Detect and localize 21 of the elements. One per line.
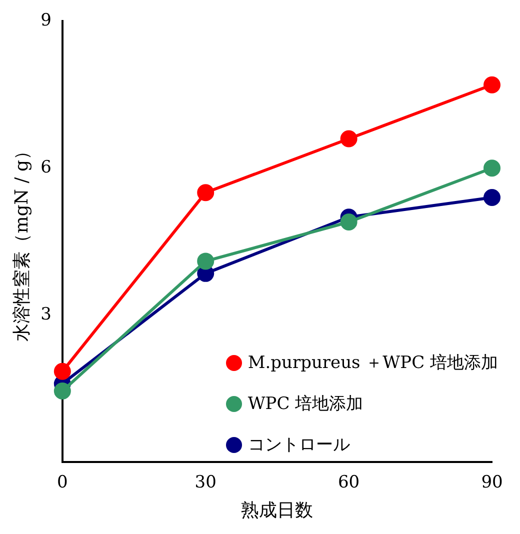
x-tick-label: 90 xyxy=(481,472,503,493)
point xyxy=(197,252,214,270)
y-tick-label: 3 xyxy=(40,304,52,324)
x-tick-label: 30 xyxy=(194,472,216,493)
point xyxy=(197,184,214,202)
point xyxy=(484,76,500,94)
legend-label: WPC 培地添加 xyxy=(248,393,364,415)
y-tick-label: 6 xyxy=(40,158,52,178)
x-tick-label: 60 xyxy=(338,472,360,493)
point xyxy=(54,362,71,380)
y-axis-title: 水溶性窒素（mgN / g） xyxy=(11,142,32,342)
point xyxy=(340,130,358,148)
point xyxy=(340,214,358,231)
legend-label: コントロール xyxy=(248,434,350,456)
point xyxy=(484,160,500,177)
legend-label: M.purpureus ＋WPC 培地添加 xyxy=(248,352,498,374)
point xyxy=(484,189,500,206)
y-tick-label: 9 xyxy=(40,10,52,31)
x-tick-label: 0 xyxy=(57,472,68,493)
x-axis-title: 熟成日数 xyxy=(241,500,314,521)
point xyxy=(54,382,71,400)
